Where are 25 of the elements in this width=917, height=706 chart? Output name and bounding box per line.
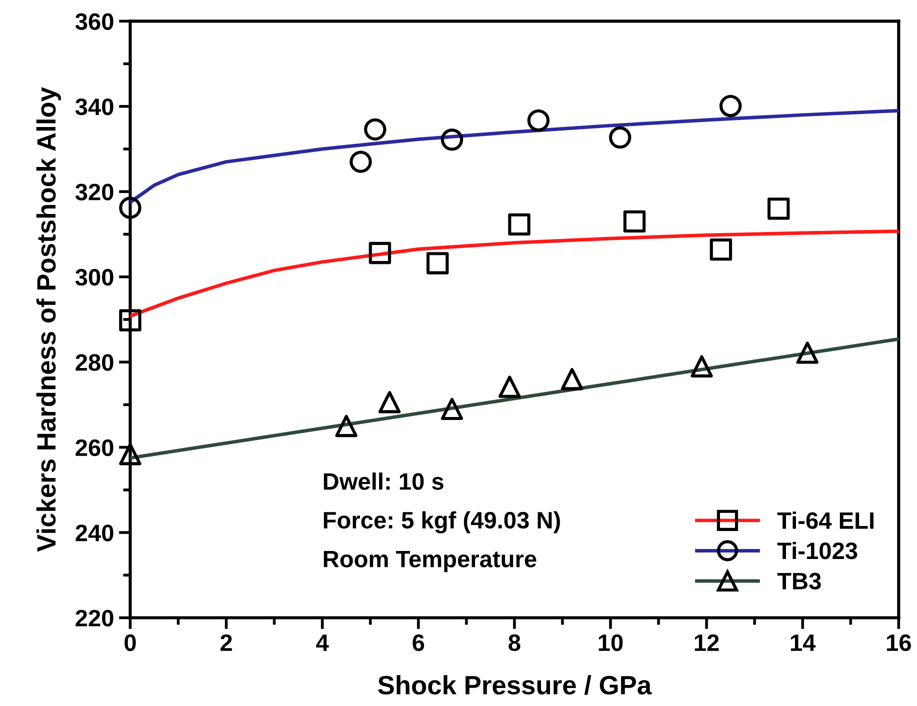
y-tick-label: 360 [75, 13, 114, 30]
y-tick-label: 220 [76, 610, 114, 627]
y-tick-label: 260 [76, 439, 114, 456]
x-axis-title: Shock Pressure / GPa [378, 675, 652, 695]
x-tick-label: 2 [220, 634, 232, 651]
annotation: Dwell: 10 s [324, 472, 444, 490]
y-axis-title: Vickers Hardness of Postshock Alloy [36, 87, 61, 552]
x-tick-label: 12 [694, 634, 719, 651]
y-tick-label: 320 [75, 184, 114, 200]
x-tick-label: 10 [598, 634, 623, 652]
y-tick-label: 240 [76, 524, 114, 542]
x-tick-label: 0 [124, 634, 136, 652]
y-tick-label: 300 [75, 268, 114, 286]
legend-label: Ti-1023 [777, 542, 858, 560]
legend-label: TB3 [777, 572, 821, 590]
x-tick-label: 16 [887, 634, 911, 652]
y-tick-label: 280 [76, 354, 114, 371]
legend-label: Ti-64 ELI [777, 512, 874, 529]
x-tick-label: 6 [412, 634, 424, 652]
x-tick-label: 4 [316, 634, 329, 651]
y-tick-label: 340 [75, 98, 114, 116]
annotation: Force: 5 kgf (49.03 N) [324, 511, 560, 534]
x-tick-label: 14 [790, 634, 816, 651]
x-tick-label: 8 [508, 634, 520, 652]
annotation: Room Temperature [324, 550, 536, 572]
